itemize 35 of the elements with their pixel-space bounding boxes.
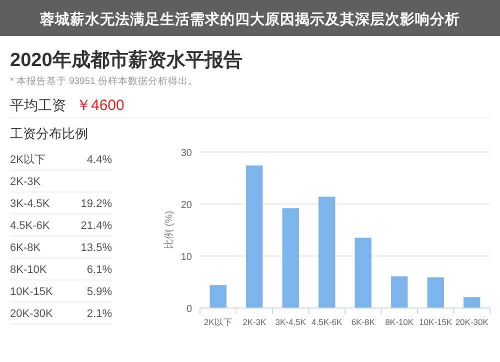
chart-title: 2020年成都市薪资水平报告	[10, 49, 242, 71]
bar	[210, 285, 226, 308]
text: 6K-8K 13.5%	[10, 242, 112, 254]
text: 2K-3K	[10, 176, 42, 188]
text: 平均工资	[10, 97, 66, 113]
bar	[427, 277, 444, 308]
y-tick-label: 20	[180, 200, 192, 211]
x-tick-label: 10K-15K	[419, 317, 452, 327]
x-tick-label: 2K-3K	[242, 317, 267, 327]
bar	[354, 238, 372, 308]
bar	[464, 297, 480, 308]
text: 20K-30K 2.1%	[10, 308, 112, 320]
y-tick-label: 0	[186, 304, 192, 315]
text: * 本报告基于 93951 份样本数据分析得出。	[10, 75, 198, 87]
x-tick-label: 2K以下	[204, 317, 232, 327]
y-axis-title: 比例 (%)	[163, 210, 175, 250]
x-tick-label: 8K-10K	[385, 317, 414, 327]
x-tick-label: 20K-30K	[455, 317, 489, 327]
text: 4.5K-6K 21.4%	[10, 220, 112, 232]
x-tick-label: 6K-8K	[351, 317, 376, 327]
text: 工资分布比例	[10, 126, 88, 141]
x-tick-label: 4.5K-6K	[312, 317, 343, 327]
bar	[282, 208, 299, 308]
bar	[318, 196, 336, 308]
text: ￥4600	[76, 97, 124, 114]
y-tick-label: 10	[180, 252, 192, 263]
text: 蓉城薪水无法满足生活需求的四大原因揭示及其深层次影响分析	[39, 11, 460, 28]
text: 10K-15K 5.9%	[10, 286, 112, 298]
x-tick-label: 3K-4.5K	[275, 317, 306, 327]
text: 8K-10K 6.1%	[10, 264, 112, 276]
y-tick-label: 30	[180, 148, 192, 159]
bar	[246, 166, 263, 308]
text: 3K-4.5K 19.2%	[10, 198, 112, 210]
bar	[391, 276, 408, 308]
text: 2K以下 4.4%	[10, 154, 112, 166]
